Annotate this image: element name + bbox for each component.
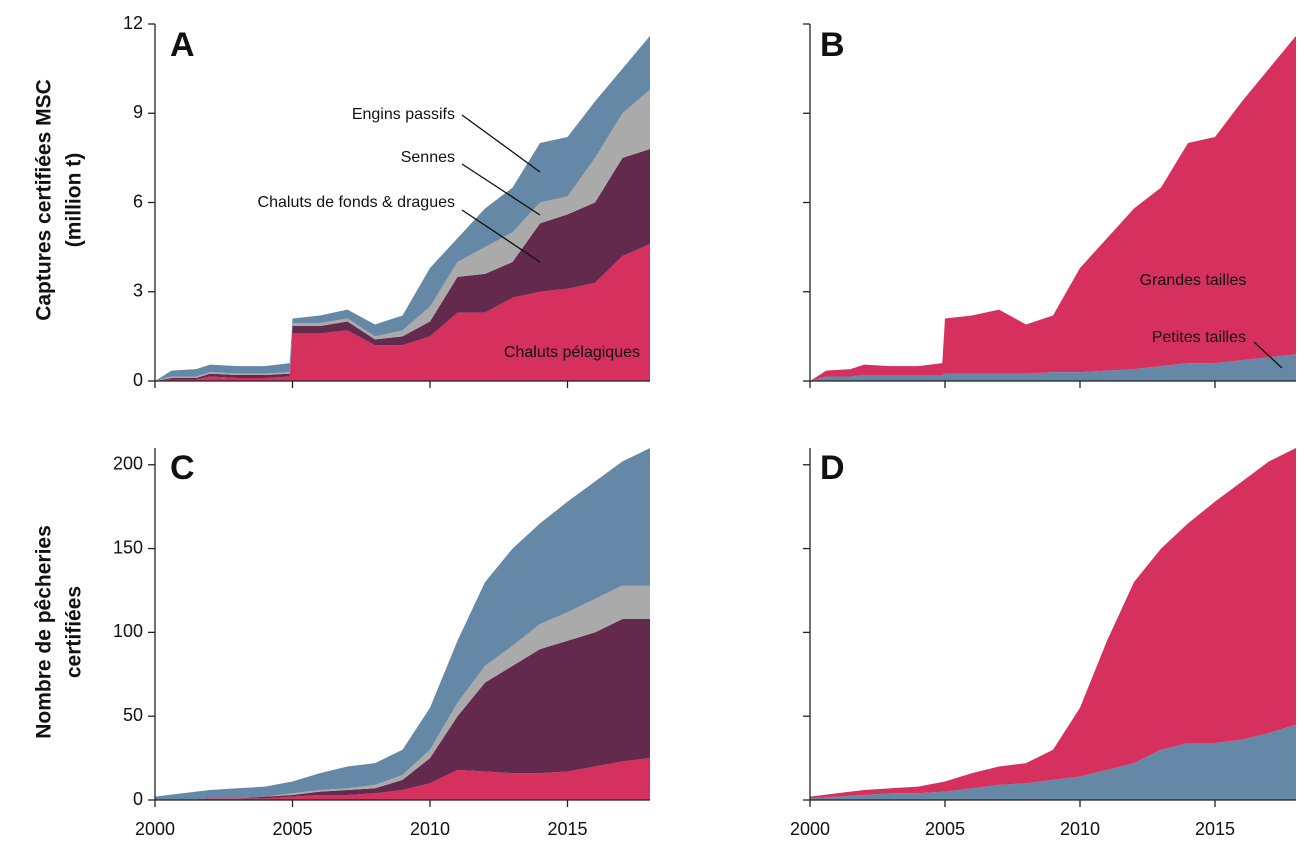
- area: [155, 585, 650, 800]
- y-axis-label: Captures certifiées MSC: [33, 79, 56, 321]
- series-label: Grandes tailles: [1140, 272, 1247, 289]
- x-tick-label: 2005: [925, 819, 965, 839]
- panel-label: C: [170, 449, 195, 487]
- area: [810, 354, 1296, 381]
- leader-line: [1253, 341, 1283, 369]
- y-axis-label: certifiées: [63, 586, 86, 678]
- x-tick-label: 2015: [547, 819, 587, 839]
- panel-label: A: [170, 26, 195, 64]
- y-tick-label: 12: [123, 13, 143, 33]
- y-axis-label: (million t): [63, 153, 86, 247]
- y-tick-label: 3: [133, 281, 143, 301]
- y-tick-label: 6: [133, 191, 143, 211]
- x-tick-label: 2010: [1060, 819, 1100, 839]
- series-label: Engins passifs: [352, 106, 455, 123]
- x-tick-label: 2015: [1195, 819, 1235, 839]
- y-tick-label: 200: [113, 454, 143, 474]
- series-label: Chaluts pélagiques: [504, 344, 640, 361]
- y-axis-label: Nombre de pêcheries: [33, 525, 56, 739]
- panel: 0 50 100 150 200 2000 2005 2010 2015 C Nombre de p…: [33, 448, 650, 839]
- x-tick-label: 2000: [790, 819, 830, 839]
- leader-line: [461, 209, 541, 263]
- area: [155, 448, 650, 800]
- y-tick-label: 0: [133, 370, 143, 390]
- area: [810, 35, 1296, 382]
- panel: B Petites tailles Grandes tailles: [803, 23, 1296, 388]
- series-label: Petites tailles: [1152, 329, 1246, 346]
- panel: 2000 2005 2010 2015 D: [790, 448, 1296, 839]
- area: [155, 244, 650, 381]
- y-tick-label: 150: [113, 537, 143, 557]
- area: [155, 758, 650, 800]
- y-tick-label: 0: [133, 789, 143, 809]
- y-tick-label: 9: [133, 102, 143, 122]
- panel-label: D: [820, 449, 845, 487]
- area: [155, 148, 650, 381]
- x-tick-label: 2000: [135, 819, 175, 839]
- area: [810, 724, 1296, 800]
- y-tick-label: 50: [123, 705, 143, 725]
- leader-line: [461, 163, 541, 216]
- x-tick-label: 2010: [410, 819, 450, 839]
- y-tick-label: 100: [113, 621, 143, 641]
- x-tick-label: 2005: [272, 819, 312, 839]
- panel: 0 3 6 9 12 A Captures certifiées MSC (million t…: [33, 13, 650, 390]
- panel-label: B: [820, 26, 845, 64]
- area: [810, 448, 1296, 799]
- series-label: Chaluts de fonds & dragues: [258, 194, 455, 211]
- area: [155, 618, 650, 800]
- leader-line: [461, 114, 541, 173]
- series-label: Sennes: [401, 149, 455, 166]
